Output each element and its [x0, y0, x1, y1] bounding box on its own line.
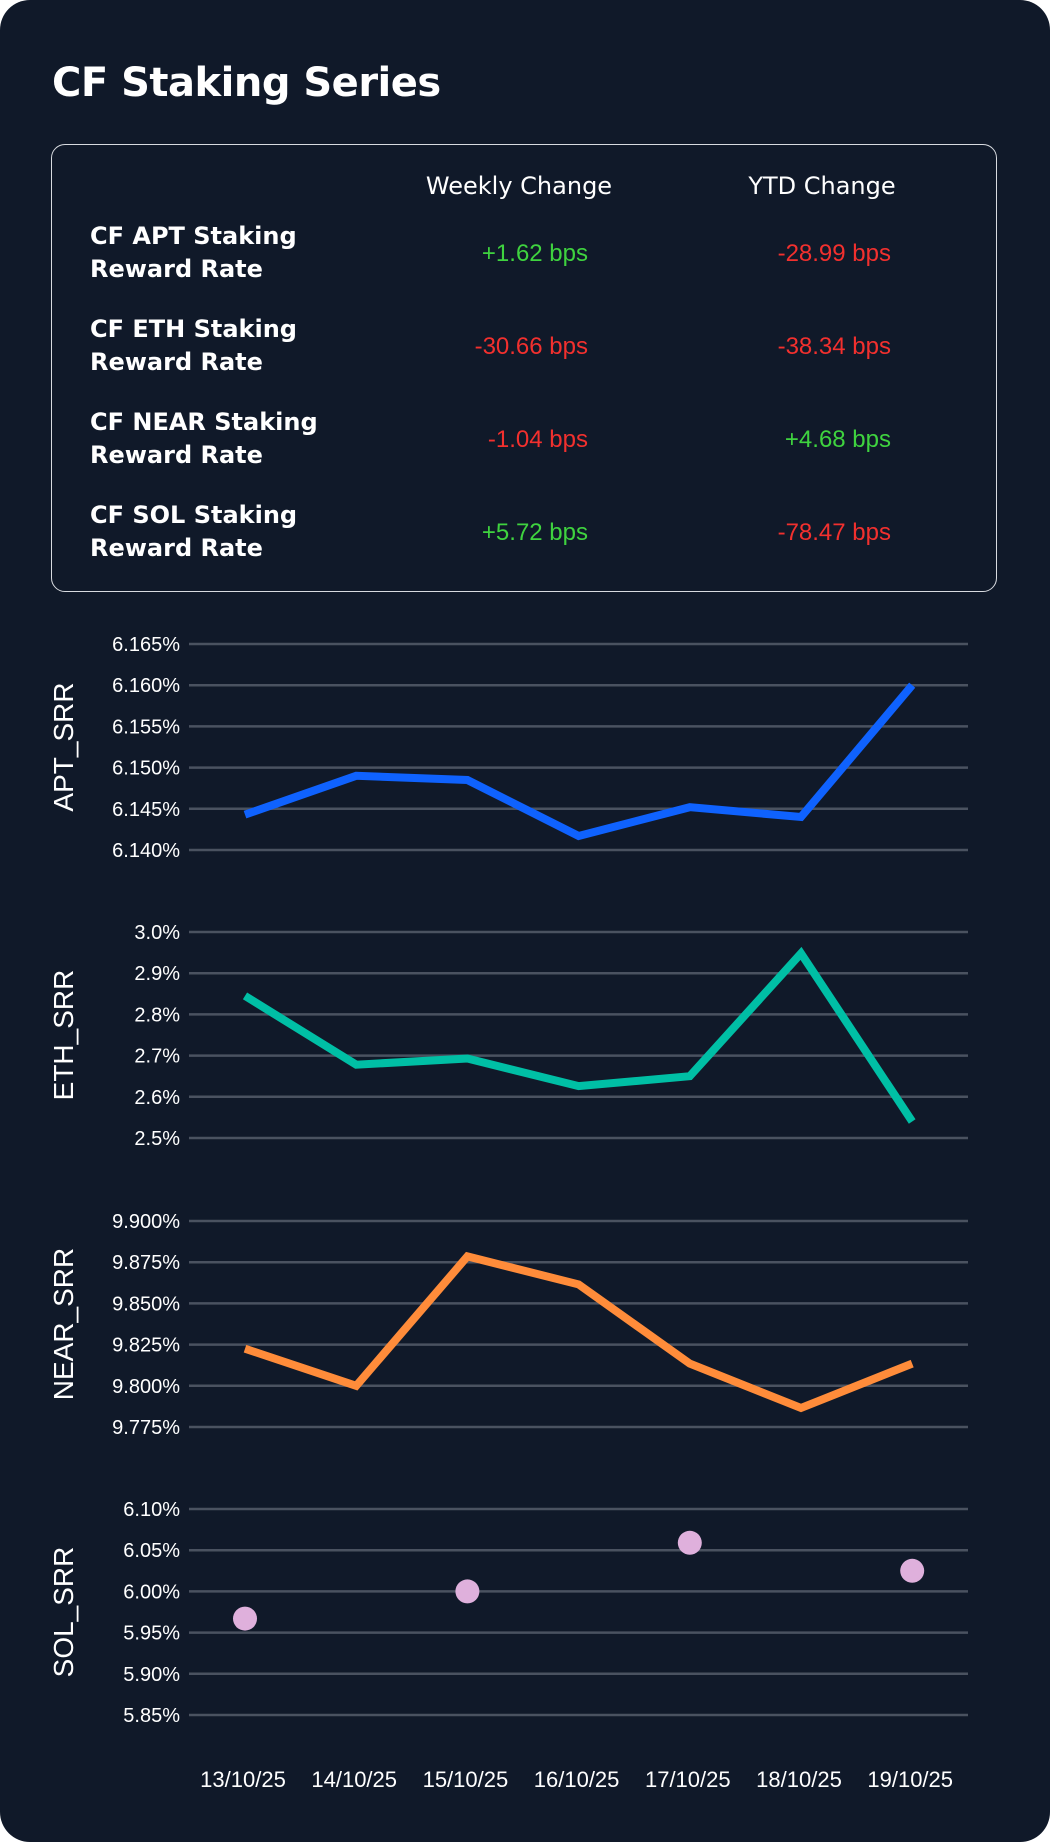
x-tick-label: 13/10/25	[200, 1767, 286, 1792]
x-tick-label: 17/10/25	[645, 1767, 731, 1792]
sol-srr-data-point	[900, 1558, 925, 1583]
row-label-line1: CF APT Staking	[90, 222, 297, 250]
eth-srr-ytick-label: 2.9%	[134, 963, 180, 985]
near-srr-ytick-label: 9.775%	[112, 1417, 180, 1439]
apt-srr-ytick-label: 6.165%	[112, 634, 180, 656]
weekly-change-near: -1.04 bps	[487, 426, 588, 453]
apt-srr-ytick-label: 6.160%	[112, 675, 180, 697]
apt-srr-ytick-label: 6.150%	[112, 758, 180, 780]
apt-srr-axis-label: APT_SRR	[48, 682, 79, 811]
row-label-eth: CF ETH Staking Reward Rate	[90, 313, 297, 379]
row-label-line1: CF ETH Staking	[90, 315, 297, 343]
apt-srr-series-line	[243, 682, 916, 841]
row-label-near: CF NEAR Staking Reward Rate	[90, 406, 318, 472]
eth-srr-ytick-label: 2.8%	[134, 1004, 180, 1026]
apt-srr-ytick-label: 6.140%	[112, 840, 180, 862]
eth-srr-ytick-label: 3.0%	[134, 922, 180, 944]
eth-srr-series-line	[242, 946, 916, 1124]
x-tick-label: 15/10/25	[423, 1767, 509, 1792]
column-header-ytd: YTD Change	[748, 172, 896, 200]
near-srr-ytick-label: 9.800%	[112, 1376, 180, 1398]
row-label-line2: Reward Rate	[90, 255, 263, 283]
sol-srr-data-point	[677, 1530, 702, 1555]
near-srr-axis-label: NEAR_SRR	[48, 1248, 79, 1400]
row-label-sol: CF SOL Staking Reward Rate	[90, 499, 297, 565]
row-label-line2: Reward Rate	[90, 348, 263, 376]
near-srr-ytick-label: 9.825%	[112, 1335, 180, 1357]
weekly-change-eth: -30.66 bps	[474, 333, 588, 360]
near-srr-ytick-label: 9.850%	[112, 1293, 180, 1315]
sol-srr-ytick-label: 5.85%	[123, 1705, 180, 1727]
summary-table	[51, 144, 997, 592]
row-label-line2: Reward Rate	[90, 441, 263, 469]
row-label-line1: CF SOL Staking	[90, 501, 298, 529]
x-tick-label: 18/10/25	[756, 1767, 842, 1792]
x-tick-label: 14/10/25	[311, 1767, 397, 1792]
sol-srr-ytick-label: 6.10%	[123, 1499, 180, 1521]
page-title: CF Staking Series	[52, 60, 441, 106]
ytd-change-eth: -38.34 bps	[777, 333, 891, 360]
apt-srr-ytick-label: 6.145%	[112, 799, 180, 821]
sol-srr-data-point	[233, 1606, 257, 1631]
sol-srr-ytick-label: 5.90%	[123, 1664, 180, 1686]
eth-srr-axis-label: ETH_SRR	[48, 970, 79, 1101]
sol-srr-ytick-label: 5.95%	[123, 1623, 180, 1645]
sol-srr-data-point	[455, 1579, 480, 1604]
x-tick-label: 19/10/25	[867, 1767, 953, 1792]
ytd-change-sol: -78.47 bps	[777, 519, 891, 546]
eth-srr-ytick-label: 2.7%	[134, 1046, 180, 1068]
eth-srr-ytick-label: 2.6%	[134, 1087, 180, 1109]
weekly-change-apt: +1.62 bps	[481, 240, 588, 267]
ytd-change-near: +4.68 bps	[784, 426, 891, 453]
apt-srr-ytick-label: 6.155%	[112, 716, 180, 738]
near-srr-ytick-label: 9.875%	[112, 1252, 180, 1274]
near-srr-ytick-label: 9.900%	[112, 1211, 180, 1233]
row-label-apt: CF APT Staking Reward Rate	[90, 220, 297, 286]
row-label-line2: Reward Rate	[90, 534, 263, 562]
column-header-weekly: Weekly Change	[425, 172, 613, 200]
sol-srr-axis-label: SOL_SRR	[48, 1547, 79, 1678]
sol-srr-ytick-label: 6.05%	[123, 1540, 180, 1562]
x-tick-label: 16/10/25	[534, 1767, 620, 1792]
weekly-change-sol: +5.72 bps	[481, 519, 588, 546]
sol-srr-ytick-label: 6.00%	[123, 1581, 180, 1603]
eth-srr-ytick-label: 2.5%	[134, 1128, 180, 1150]
row-label-line1: CF NEAR Staking	[90, 408, 318, 436]
ytd-change-apt: -28.99 bps	[777, 240, 891, 267]
